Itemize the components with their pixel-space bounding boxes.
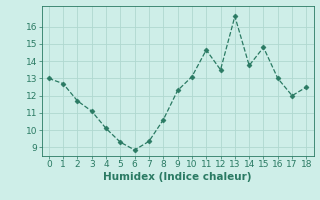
X-axis label: Humidex (Indice chaleur): Humidex (Indice chaleur) [103,172,252,182]
